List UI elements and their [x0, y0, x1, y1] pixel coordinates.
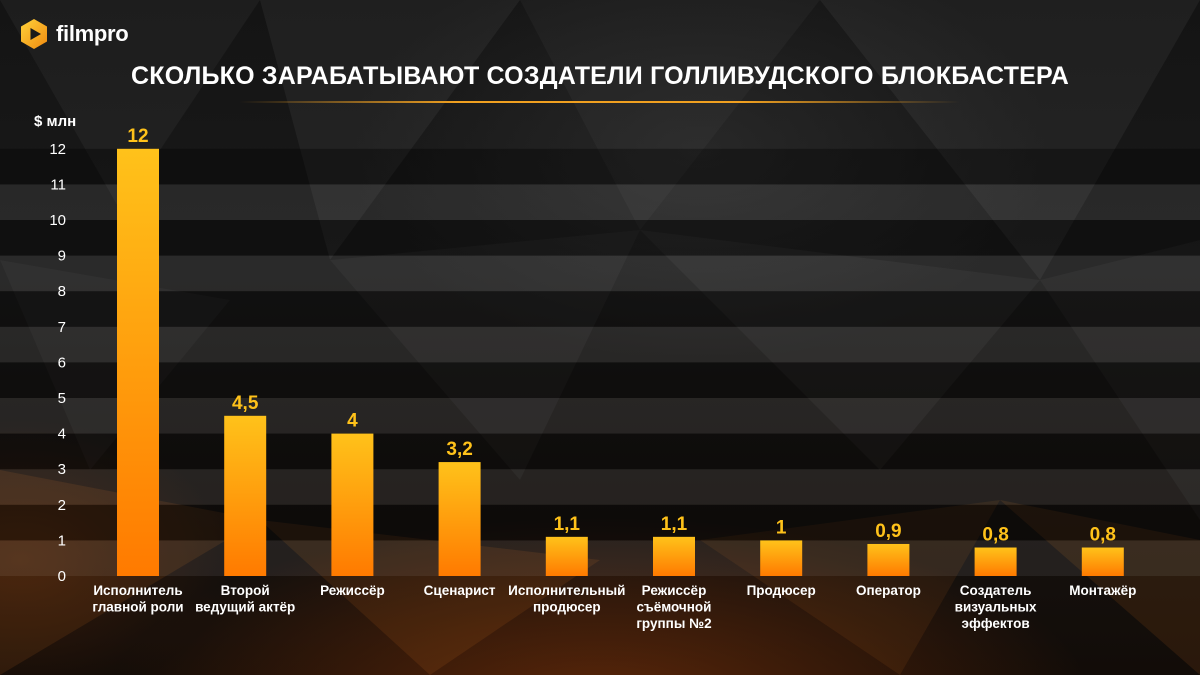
brand-logo: filmpro: [18, 18, 129, 50]
grid-band: [0, 540, 1200, 576]
bar-value-label: 4: [347, 411, 358, 432]
bar: [867, 543, 910, 576]
brand-name: filmpro: [56, 21, 129, 46]
category-label: Режиссёр: [320, 583, 385, 598]
bar-value-label: 3,2: [446, 439, 472, 460]
bar: [974, 547, 1017, 576]
grid-band: [0, 220, 1200, 256]
y-tick-label: 2: [58, 497, 66, 514]
bar: [438, 462, 481, 576]
y-tick-label: 3: [58, 461, 66, 478]
bar-value-label: 1,1: [661, 514, 688, 535]
y-tick-label: 9: [58, 248, 66, 265]
bars: [117, 148, 1124, 577]
y-tick-label: 4: [58, 426, 66, 443]
category-label: Оператор: [856, 583, 921, 598]
category-label: Продюсер: [747, 583, 816, 598]
value-labels: 12 4,5 4 3,2 1,1 1,1 1 0,9 0,8 0,8: [127, 126, 1116, 546]
grid-band: [0, 362, 1200, 398]
category-label: Монтажёр: [1069, 583, 1136, 598]
category-label: Создатель визуальных эффектов: [955, 583, 1037, 631]
y-tick-label: 0: [58, 568, 66, 585]
bar-value-label: 4,5: [232, 393, 259, 414]
bar: [224, 415, 267, 576]
category-labels: Исполнитель главной роли Второй ведущий акт…: [92, 583, 1136, 631]
grid-band: [0, 184, 1200, 220]
y-tick-label: 11: [50, 176, 66, 193]
bar-value-label: 0,9: [875, 521, 901, 542]
grid-band: [0, 504, 1200, 541]
grid-band: [0, 148, 1200, 185]
bar-value-label: 1: [776, 517, 787, 538]
y-tick-label: 12: [49, 141, 66, 158]
bar-value-label: 12: [127, 126, 148, 147]
y-tick-label: 7: [58, 319, 66, 336]
bar: [545, 536, 588, 576]
title-underline: [240, 101, 960, 103]
category-label: Исполнительный продюсер: [508, 583, 625, 615]
grid-band: [0, 433, 1200, 470]
y-tick-label: 6: [58, 354, 66, 371]
category-label: Режиссёр съёмочной группы №2: [636, 583, 711, 631]
bar: [117, 148, 159, 577]
play-icon: [21, 19, 47, 49]
bar: [760, 540, 803, 576]
category-label: Исполнитель главной роли: [92, 583, 183, 615]
chart-title: СКОЛЬКО ЗАРАБАТЫВАЮТ СОЗДАТЕЛИ ГОЛЛИВУДС…: [131, 62, 1069, 90]
grid-band: [0, 469, 1200, 505]
grid-band: [0, 326, 1200, 363]
grid-band: [0, 255, 1200, 292]
y-tick-label: 8: [58, 283, 66, 300]
y-axis-unit: $ млн: [34, 113, 77, 130]
bar-value-label: 1,1: [554, 514, 581, 535]
y-tick-label: 10: [49, 212, 66, 229]
bar: [331, 433, 374, 576]
grid-band: [0, 291, 1200, 327]
y-tick-label: 5: [58, 390, 66, 407]
bar: [653, 536, 695, 576]
bar: [1081, 547, 1124, 576]
grid-bands: [0, 148, 1200, 576]
bar-value-label: 0,8: [982, 525, 1008, 546]
bar-value-label: 0,8: [1090, 525, 1116, 546]
category-label: Второй ведущий актёр: [195, 583, 295, 615]
category-label: Сценарист: [424, 583, 496, 598]
y-tick-label: 1: [58, 532, 66, 549]
grid-band: [0, 398, 1200, 434]
